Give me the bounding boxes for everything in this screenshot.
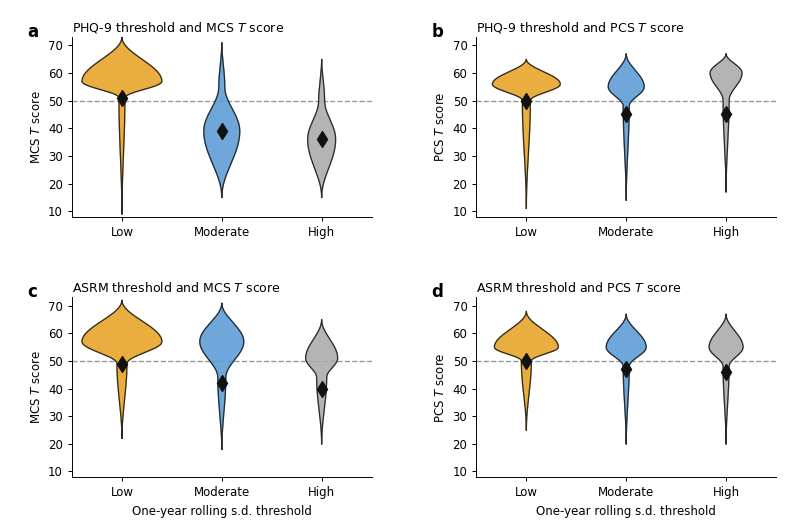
Text: ASRM threshold and PCS $\it{T}$ score: ASRM threshold and PCS $\it{T}$ score [477,281,682,295]
X-axis label: One-year rolling s.d. threshold: One-year rolling s.d. threshold [132,505,312,518]
Y-axis label: MCS $\it{T}$ score: MCS $\it{T}$ score [30,90,42,164]
Polygon shape [493,59,560,208]
Text: b: b [431,23,443,41]
Text: a: a [27,23,38,41]
Y-axis label: MCS $\it{T}$ score: MCS $\it{T}$ score [30,350,42,424]
Text: PHQ-9 threshold and MCS $\it{T}$ score: PHQ-9 threshold and MCS $\it{T}$ score [72,20,284,35]
Polygon shape [608,54,644,200]
Polygon shape [494,311,558,430]
Polygon shape [82,37,162,214]
Polygon shape [200,303,244,449]
Polygon shape [710,54,742,192]
Polygon shape [204,42,240,197]
Polygon shape [709,314,743,444]
Polygon shape [82,300,162,438]
Text: d: d [431,283,443,301]
Polygon shape [308,59,336,197]
Polygon shape [306,320,338,444]
Text: PHQ-9 threshold and PCS $\it{T}$ score: PHQ-9 threshold and PCS $\it{T}$ score [477,20,686,35]
Y-axis label: PCS $\it{T}$ score: PCS $\it{T}$ score [434,92,447,162]
Text: ASRM threshold and MCS $\it{T}$ score: ASRM threshold and MCS $\it{T}$ score [72,281,281,295]
Polygon shape [606,314,646,444]
Text: c: c [27,283,37,301]
Y-axis label: PCS $\it{T}$ score: PCS $\it{T}$ score [434,352,447,422]
X-axis label: One-year rolling s.d. threshold: One-year rolling s.d. threshold [536,505,716,518]
